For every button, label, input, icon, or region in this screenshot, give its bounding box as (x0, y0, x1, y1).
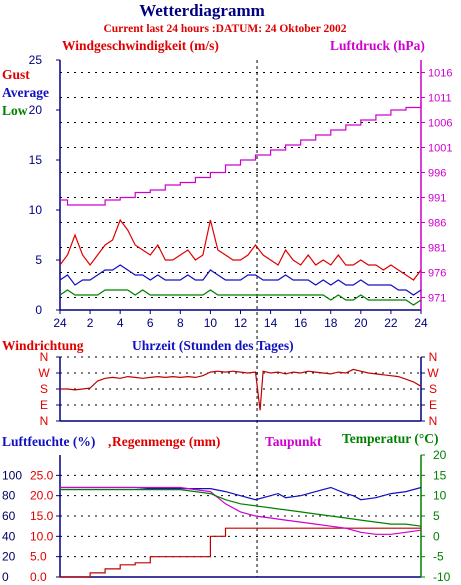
wind-right-tick-label: 986 (428, 218, 446, 230)
wind-left-tick-label: 10 (29, 203, 43, 217)
direction-right-tick-label: S (429, 382, 437, 396)
wind-x-tick-label: 14 (264, 316, 278, 330)
wind-right-tick-label: 1001 (428, 143, 452, 155)
humidity-tick-label: 40 (2, 529, 16, 543)
direction-series (60, 368, 422, 411)
wind-x-tick-label: 18 (324, 316, 338, 330)
wind-series (59, 102, 422, 306)
direction-right-tick-label: E (429, 398, 437, 412)
humidity-tick-label: 20 (2, 550, 16, 564)
pressure-axis-label: Luftdruck (hPa) (330, 38, 425, 53)
rain-tick-label: 5.0 (30, 550, 47, 564)
rain-tick-label: 20.0 (30, 489, 54, 503)
wind-x-tick-label: 22 (384, 316, 398, 330)
wind-right-ticks: 971 976 981 986 991 996 1001 1006 1011 1016 (421, 68, 452, 305)
humidity-tick-label: 100 (2, 468, 22, 482)
direction-left-tick-label: W (38, 366, 50, 380)
humidity-tick-label: 60 (2, 509, 16, 523)
wind-x-tick-label: 10 (204, 316, 218, 330)
series-line-low (59, 289, 422, 306)
wind-left-ticks: 0 5 10 15 20 25 (29, 53, 60, 317)
page-title: Wetterdiagramm (139, 1, 265, 20)
legend-gust: Gust (2, 67, 30, 82)
wind-left-tick-label: 20 (29, 103, 43, 117)
series-line-taupunkt (60, 486, 422, 535)
series-line-average (59, 264, 422, 296)
wind-right-tick-label: 981 (428, 243, 446, 255)
wind-x-tick-label: 24 (414, 316, 428, 330)
temperature-tick-label: -5 (433, 550, 444, 564)
wind-grid (60, 60, 421, 577)
temperature-tick-label: -10 (433, 570, 451, 584)
temperature-tick-label: 20 (433, 448, 447, 462)
direction-left-tick-label: N (40, 350, 49, 364)
temperature-tick-label: 0 (433, 529, 440, 543)
dewpoint-axis-label: Taupunkt (265, 434, 322, 449)
wind-x-tick-label: 4 (117, 316, 124, 330)
rain-tick-label: 10.0 (30, 529, 54, 543)
time-axis-label: Uhrzeit (Stunden des Tages) (132, 338, 294, 353)
wind-left-tick-label: 15 (29, 153, 43, 167)
temperature-tick-label: 15 (433, 468, 447, 482)
series-line-windrichtung (60, 368, 422, 411)
direction-ticks: N NW WS SE EN N (38, 350, 439, 428)
wind-right-tick-label: 1006 (428, 118, 452, 130)
wind-x-tick-label: 8 (177, 316, 184, 330)
rain-tick-label: 0.0 (30, 570, 47, 584)
rain-axis-label-separator: , (108, 434, 111, 449)
direction-axis-label: Windrichtung (2, 338, 84, 353)
direction-grid (60, 356, 421, 422)
direction-left-tick-label: N (40, 414, 49, 428)
wind-right-tick-label: 1011 (428, 93, 452, 105)
wind-right-tick-label: 1016 (428, 68, 452, 80)
wind-right-tick-label: 996 (428, 168, 446, 180)
wind-x-tick-label: 24 (53, 316, 67, 330)
series-line-gust (59, 218, 422, 281)
humidity-grid (60, 474, 421, 578)
page-subtitle: Current last 24 hours :DATUM: 24 Oktober… (103, 23, 346, 35)
direction-right-tick-label: W (427, 366, 439, 380)
direction-left-tick-label: S (40, 382, 48, 396)
temperature-axis-label: Temperatur (°C) (342, 431, 439, 446)
series-line-regenmenge (60, 527, 421, 578)
direction-right-tick-label: N (429, 350, 438, 364)
direction-right-tick-label: N (429, 414, 438, 428)
rain-tick-label: 15.0 (30, 509, 54, 523)
wind-right-tick-label: 991 (428, 193, 446, 205)
wind-x-tick-label: 6 (147, 316, 154, 330)
legend-average: Average (2, 85, 49, 100)
wind-x-ticks: 24 2 4 6 8 10 12 14 16 18 20 22 24 (53, 310, 428, 330)
wind-right-tick-label: 971 (428, 293, 446, 305)
rain-tick-label: 25.0 (30, 468, 54, 482)
series-line-luftdruck (60, 102, 422, 206)
legend-low: Low (2, 103, 28, 118)
wind-x-tick-label: 12 (234, 316, 248, 330)
wind-left-tick-label: 25 (29, 53, 43, 67)
wind-x-tick-label: 2 (87, 316, 94, 330)
wind-x-tick-label: 20 (354, 316, 368, 330)
wind-x-tick-label: 16 (294, 316, 308, 330)
humidity-ticks: 0 20 40 60 80 100 0.0 5.0 10.0 15.0 20.0 25.0 -10 -5 0… (2, 448, 451, 584)
rain-axis-label: Regenmenge (mm) (112, 434, 220, 449)
wind-speed-axis-label: Windgeschwindigkeit (m/s) (62, 38, 219, 53)
direction-left-tick-label: E (40, 398, 48, 412)
humidity-tick-label: 80 (2, 489, 16, 503)
temperature-tick-label: 5 (433, 509, 440, 523)
wind-left-tick-label: 5 (35, 253, 42, 267)
wind-left-tick-label: 0 (35, 303, 42, 317)
humidity-series (60, 486, 422, 578)
series-line-temperatur (60, 489, 422, 527)
temperature-tick-label: 10 (433, 489, 447, 503)
wind-right-tick-label: 976 (428, 268, 446, 280)
humidity-axis-label: Luftfeuchte (%) (2, 434, 95, 449)
humidity-tick-label: 0 (2, 570, 9, 584)
